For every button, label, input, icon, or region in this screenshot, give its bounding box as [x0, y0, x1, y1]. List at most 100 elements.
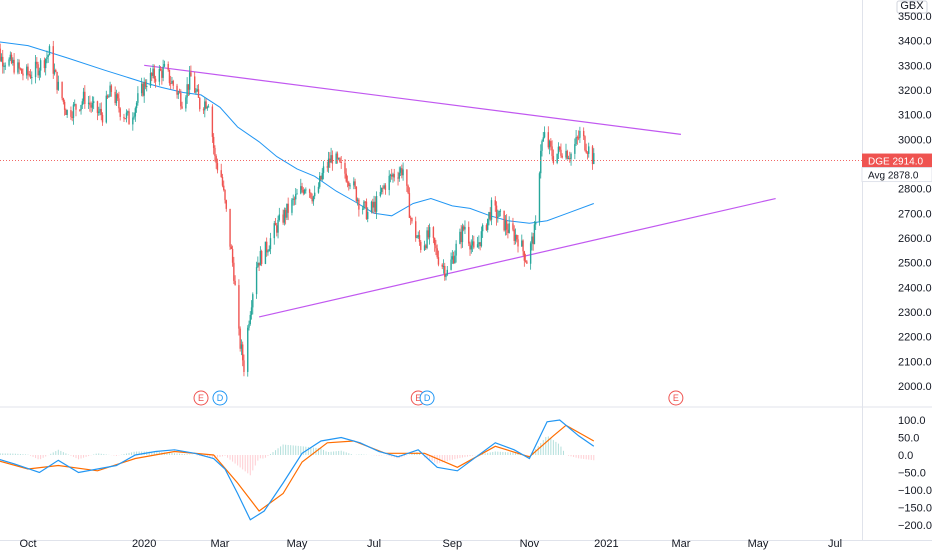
candle-body: [133, 116, 135, 118]
candle-body: [308, 189, 311, 193]
candle-body: [585, 150, 587, 153]
candle-body: [358, 199, 360, 210]
candle-body: [220, 170, 222, 178]
candle-body: [423, 245, 426, 250]
candle-body: [247, 327, 249, 372]
candle-body: [305, 189, 307, 191]
candle-body: [27, 66, 29, 75]
candle-body: [142, 83, 144, 96]
candle-body: [135, 102, 138, 109]
price-tick-label: 3100.0: [898, 110, 932, 122]
candle-body: [415, 221, 417, 238]
macd-tick-label: −150.0: [898, 503, 932, 515]
candle-body: [375, 196, 378, 212]
candle-body: [353, 181, 355, 186]
candle-body: [428, 227, 431, 238]
candle-body: [392, 174, 394, 177]
trendlines[interactable]: [144, 64, 776, 318]
candle-body: [277, 219, 279, 233]
candle-body: [388, 175, 390, 190]
candle-body: [540, 150, 542, 174]
candle-body: [185, 97, 187, 109]
trendline: [144, 64, 682, 135]
candle-body: [259, 251, 262, 266]
candle-body: [123, 116, 125, 119]
candle-body: [577, 137, 580, 139]
event-badge-label: E: [673, 393, 679, 403]
candle-body: [567, 158, 570, 160]
price-tick-label: 3000.0: [898, 134, 932, 146]
candle-body: [276, 225, 278, 233]
candle-body: [81, 101, 84, 106]
candle-body: [215, 156, 217, 164]
candle-body: [322, 166, 325, 173]
candle-body: [154, 78, 157, 82]
candle-body: [432, 227, 435, 238]
candle-body: [505, 220, 508, 230]
candle-body: [278, 214, 281, 220]
candle-body: [187, 84, 190, 90]
candle-body: [408, 193, 411, 218]
candle-body: [243, 360, 245, 372]
candle-body: [460, 231, 462, 243]
candle-body: [433, 237, 436, 246]
candle-body: [190, 72, 192, 77]
candle-body: [374, 201, 377, 212]
candle-body: [158, 68, 161, 82]
price-tick-label: 2000.0: [898, 381, 932, 393]
dge-price-tag: [862, 153, 932, 168]
candle-body: [199, 97, 201, 110]
candle-body: [180, 92, 182, 107]
candle-body: [109, 85, 111, 97]
candle-body: [488, 212, 490, 219]
event-badge-label: D: [424, 393, 431, 403]
candle-body: [336, 153, 339, 159]
candle-body: [159, 68, 162, 71]
candle-body: [87, 102, 90, 104]
candle-body: [92, 101, 95, 104]
candle-body: [241, 344, 244, 361]
time-tick-label: May: [287, 538, 308, 550]
candle-body: [39, 60, 42, 71]
candle-body: [584, 136, 586, 151]
candle-body: [274, 223, 277, 226]
candle-body: [43, 60, 46, 69]
candle-body: [367, 211, 369, 220]
candle-body: [284, 210, 287, 218]
candle-body: [517, 239, 519, 247]
candle-body: [91, 103, 94, 108]
candle-body: [231, 248, 234, 263]
candle-body: [382, 187, 384, 189]
candle-body: [444, 265, 446, 277]
candle-body: [258, 262, 260, 266]
candle-body: [238, 285, 240, 329]
candle-body: [566, 150, 568, 159]
candle-body: [339, 158, 341, 162]
candle-body: [36, 61, 38, 65]
candle-body: [512, 223, 514, 230]
candle-body: [282, 214, 284, 223]
candle-body: [441, 264, 443, 267]
candle-body: [468, 226, 470, 244]
candle-body: [211, 106, 214, 137]
candle-body: [273, 223, 275, 239]
candle-body: [301, 186, 303, 190]
candle-body: [524, 260, 527, 262]
candle-body: [503, 210, 505, 231]
candle-body: [115, 94, 118, 104]
candle-body: [162, 66, 164, 78]
candle-body: [250, 307, 253, 315]
candle-body: [286, 203, 288, 218]
candle-body: [84, 91, 86, 104]
candle-body: [542, 137, 544, 142]
candle-body: [181, 106, 183, 109]
candle-body: [80, 105, 82, 111]
candle-body: [311, 197, 313, 202]
candle-body: [114, 91, 116, 104]
candle-body: [370, 201, 373, 212]
candle-body: [364, 201, 366, 203]
candle-body: [108, 96, 110, 98]
